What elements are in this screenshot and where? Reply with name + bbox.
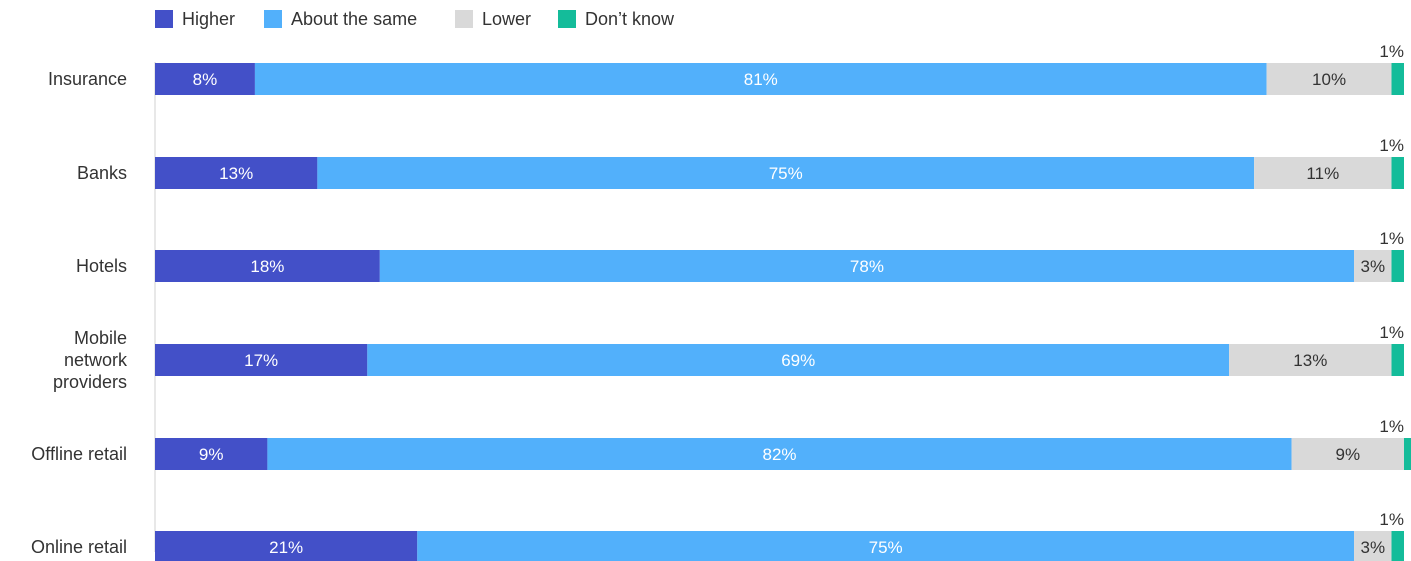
- data-label-2-3: 1%: [1379, 229, 1404, 248]
- data-label-5-0: 21%: [269, 538, 303, 557]
- data-label-4-1: 82%: [762, 445, 796, 464]
- category-label-5: Online retail: [31, 537, 127, 557]
- data-label-1-2: 11%: [1306, 164, 1339, 183]
- bar-segment-4-3: [1404, 438, 1411, 470]
- bar-segment-0-2: [1266, 63, 1392, 95]
- bar-segment-1-1: [317, 157, 1255, 189]
- data-label-3-3: 1%: [1379, 323, 1404, 342]
- data-label-4-2: 9%: [1336, 445, 1361, 464]
- category-label-3: Mobile network providers: [53, 328, 128, 392]
- bar-segment-3-1: [367, 344, 1230, 376]
- data-label-0-0: 8%: [193, 70, 218, 89]
- data-label-0-2: 10%: [1312, 70, 1346, 89]
- legend-swatch-0: [155, 10, 173, 28]
- bar-segment-2-0: [155, 250, 380, 282]
- data-label-5-1: 75%: [869, 538, 903, 557]
- bar-segment-2-3: [1391, 250, 1404, 282]
- data-label-1-1: 75%: [769, 164, 803, 183]
- bar-segment-3-0: [155, 344, 368, 376]
- legend-swatch-3: [558, 10, 576, 28]
- bar-segment-1-2: [1254, 157, 1392, 189]
- legend-swatch-2: [455, 10, 473, 28]
- bar-segment-2-1: [379, 250, 1355, 282]
- bar-segment-5-1: [417, 531, 1355, 561]
- bar-segment-0-1: [254, 63, 1267, 95]
- data-label-2-2: 3%: [1360, 257, 1385, 276]
- bar-segment-5-0: [155, 531, 418, 561]
- legend-label-1: About the same: [291, 9, 417, 29]
- category-label-2: Hotels: [76, 256, 127, 276]
- bar-segment-0-0: [155, 63, 255, 95]
- data-label-2-0: 18%: [250, 257, 284, 276]
- legend-label-3: Don’t know: [585, 9, 675, 29]
- data-label-3-2: 13%: [1293, 351, 1327, 370]
- data-label-3-1: 69%: [781, 351, 815, 370]
- data-label-4-3: 1%: [1379, 417, 1404, 436]
- bar-segment-4-2: [1291, 438, 1404, 470]
- bar-segment-0-3: [1391, 63, 1404, 95]
- bar-segment-4-0: [155, 438, 268, 470]
- bar-segment-4-1: [267, 438, 1292, 470]
- data-label-0-3: 1%: [1379, 42, 1404, 61]
- bar-segment-3-2: [1229, 344, 1392, 376]
- data-label-5-3: 1%: [1379, 510, 1404, 529]
- legend-label-2: Lower: [482, 9, 531, 29]
- bar-segment-2-2: [1354, 250, 1392, 282]
- data-label-5-2: 3%: [1360, 538, 1385, 557]
- category-label-4: Offline retail: [31, 444, 127, 464]
- bar-segment-5-2: [1354, 531, 1392, 561]
- data-label-4-0: 9%: [199, 445, 224, 464]
- data-label-1-0: 13%: [219, 164, 253, 183]
- bar-segment-3-3: [1391, 344, 1404, 376]
- bar-segment-5-3: [1391, 531, 1404, 561]
- category-label-0: Insurance: [48, 69, 127, 89]
- category-label-1: Banks: [77, 163, 127, 183]
- data-label-1-3: 1%: [1379, 136, 1404, 155]
- legend-label-0: Higher: [182, 9, 235, 29]
- data-label-2-1: 78%: [850, 257, 884, 276]
- bar-segment-1-0: [155, 157, 318, 189]
- data-label-0-1: 81%: [744, 70, 778, 89]
- bar-segment-1-3: [1391, 157, 1404, 189]
- data-label-3-0: 17%: [244, 351, 278, 370]
- legend-swatch-1: [264, 10, 282, 28]
